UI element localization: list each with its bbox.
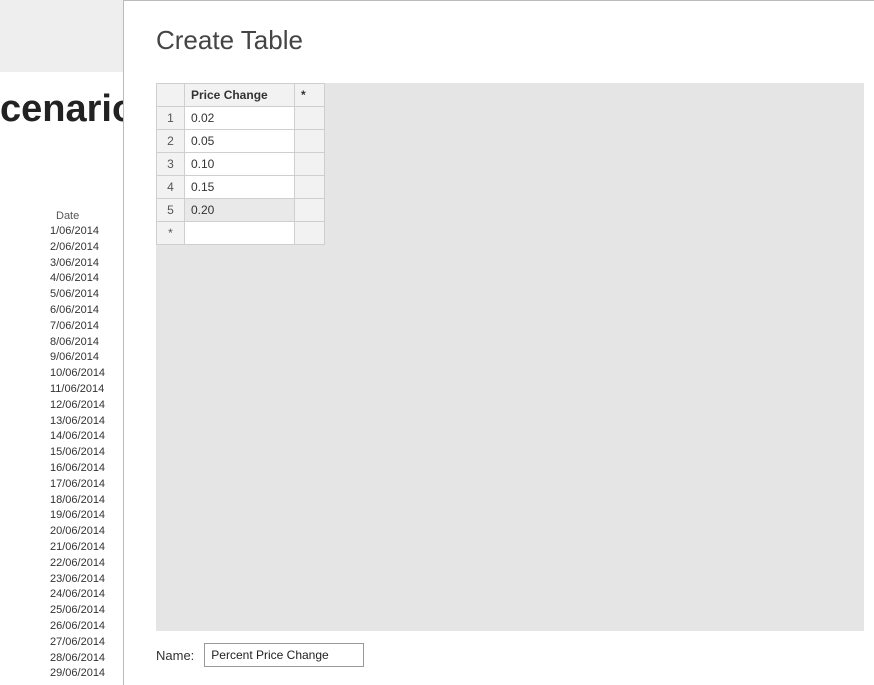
table-row[interactable]: 20.05 <box>157 130 325 153</box>
date-cell: 6/06/2014 <box>50 303 105 319</box>
name-label: Name: <box>156 648 194 663</box>
new-row-marker[interactable]: * <box>157 222 185 245</box>
date-list: 1/06/20142/06/20143/06/20144/06/20145/06… <box>50 224 105 682</box>
date-column-header: Date <box>56 210 79 222</box>
background-title: cenario <box>0 88 135 131</box>
grid-area: Price Change * 10.0220.0530.1040.1550.20… <box>156 83 864 631</box>
table-row[interactable]: 40.15 <box>157 176 325 199</box>
row-number[interactable]: 5 <box>157 199 185 222</box>
dialog-title: Create Table <box>156 25 303 56</box>
row-number[interactable]: 2 <box>157 130 185 153</box>
date-cell: 4/06/2014 <box>50 271 105 287</box>
date-cell: 28/06/2014 <box>50 651 105 667</box>
date-cell: 12/06/2014 <box>50 398 105 414</box>
table-row[interactable]: 30.10 <box>157 153 325 176</box>
table-row[interactable]: 10.02 <box>157 107 325 130</box>
date-cell: 8/06/2014 <box>50 335 105 351</box>
value-cell[interactable]: 0.02 <box>185 107 295 130</box>
value-cell[interactable]: 0.10 <box>185 153 295 176</box>
date-cell: 11/06/2014 <box>50 382 105 398</box>
new-row[interactable]: * <box>157 222 325 245</box>
add-column-header[interactable]: * <box>295 84 325 107</box>
date-cell: 20/06/2014 <box>50 524 105 540</box>
extra-cell[interactable] <box>295 222 325 245</box>
date-cell: 15/06/2014 <box>50 445 105 461</box>
date-cell: 13/06/2014 <box>50 414 105 430</box>
row-number[interactable]: 3 <box>157 153 185 176</box>
date-cell: 1/06/2014 <box>50 224 105 240</box>
date-cell: 24/06/2014 <box>50 587 105 603</box>
date-cell: 9/06/2014 <box>50 350 105 366</box>
name-row: Name: <box>156 643 364 667</box>
row-number[interactable]: 4 <box>157 176 185 199</box>
new-value-cell[interactable] <box>185 222 295 245</box>
column-header[interactable]: Price Change <box>185 84 295 107</box>
data-grid[interactable]: Price Change * 10.0220.0530.1040.1550.20… <box>156 83 325 245</box>
date-cell: 19/06/2014 <box>50 508 105 524</box>
date-cell: 27/06/2014 <box>50 635 105 651</box>
value-cell[interactable]: 0.20 <box>185 199 295 222</box>
date-cell: 17/06/2014 <box>50 477 105 493</box>
extra-cell[interactable] <box>295 199 325 222</box>
extra-cell[interactable] <box>295 107 325 130</box>
date-cell: 29/06/2014 <box>50 666 105 682</box>
date-cell: 2/06/2014 <box>50 240 105 256</box>
extra-cell[interactable] <box>295 130 325 153</box>
date-cell: 18/06/2014 <box>50 493 105 509</box>
date-cell: 26/06/2014 <box>50 619 105 635</box>
extra-cell[interactable] <box>295 176 325 199</box>
date-cell: 23/06/2014 <box>50 572 105 588</box>
value-cell[interactable]: 0.05 <box>185 130 295 153</box>
date-cell: 25/06/2014 <box>50 603 105 619</box>
date-cell: 16/06/2014 <box>50 461 105 477</box>
date-cell: 21/06/2014 <box>50 540 105 556</box>
date-cell: 5/06/2014 <box>50 287 105 303</box>
table-row[interactable]: 50.20 <box>157 199 325 222</box>
date-cell: 14/06/2014 <box>50 429 105 445</box>
create-table-dialog: Create Table Price Change * 10.0220.0530… <box>123 0 874 685</box>
extra-cell[interactable] <box>295 153 325 176</box>
name-input[interactable] <box>204 643 364 667</box>
corner-cell[interactable] <box>157 84 185 107</box>
value-cell[interactable]: 0.15 <box>185 176 295 199</box>
row-number[interactable]: 1 <box>157 107 185 130</box>
date-cell: 10/06/2014 <box>50 366 105 382</box>
date-cell: 7/06/2014 <box>50 319 105 335</box>
date-cell: 3/06/2014 <box>50 256 105 272</box>
date-cell: 22/06/2014 <box>50 556 105 572</box>
